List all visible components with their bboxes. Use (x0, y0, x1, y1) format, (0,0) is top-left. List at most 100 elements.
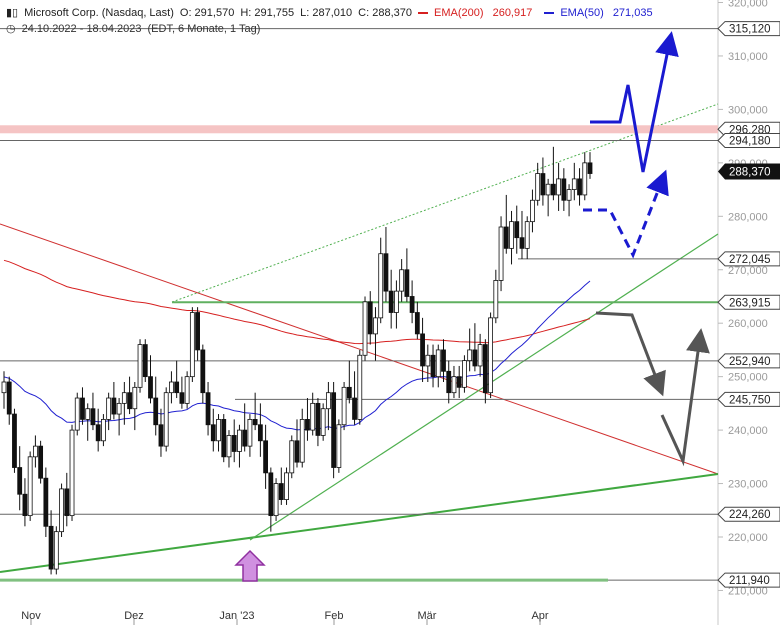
candle-body (404, 269, 410, 297)
candle-body (305, 419, 310, 431)
candle-body (237, 429, 242, 452)
candle-body (148, 376, 153, 399)
open-value: O: 291,570 (179, 7, 235, 19)
price-tag-label: 211,940 (729, 575, 770, 587)
price-level-tag: 263,915 (717, 294, 780, 310)
candle-body (284, 472, 289, 500)
ema50-line (3, 280, 591, 431)
candle-body (242, 429, 248, 447)
last-price-box (718, 163, 780, 180)
downtrend-line (0, 223, 719, 475)
price-tag-box (717, 294, 780, 310)
chart-header: ▮▯ Microsoft Corp. (Nasdaq, Last) O: 291,5… (6, 6, 665, 19)
date-range: 24.10.2022 - 18.04.2023 (21, 23, 142, 35)
alternative-scenario-arrow (583, 169, 669, 259)
candle-body (101, 419, 106, 442)
candle-body (451, 376, 457, 394)
candle-body (153, 397, 159, 426)
candle-body (53, 531, 59, 570)
price-tag-label: 315,120 (729, 24, 771, 36)
bearish-scenario-arrow (595, 311, 666, 397)
candle-body (399, 269, 405, 292)
candle-body (174, 381, 180, 394)
candle-body (488, 317, 493, 394)
long-uptrend-line (0, 473, 719, 573)
candle-body (367, 301, 373, 335)
candle-body (74, 397, 80, 431)
candle-body (331, 392, 337, 468)
y-axis: 320,000310,000300,000290,000280,000270,0… (717, 0, 768, 625)
candle-body (106, 397, 112, 420)
x-tick-label: Nov (21, 610, 41, 622)
candle-body (545, 183, 551, 196)
candle-body (535, 173, 541, 201)
candle-body (420, 333, 425, 367)
price-tag-box (717, 391, 780, 407)
candle-body (179, 392, 185, 404)
candle-body (352, 397, 357, 420)
candle-body (95, 424, 101, 442)
y-tick-label: 310,000 (728, 51, 768, 63)
candle-body (12, 413, 17, 468)
chart-subheader: ◷ 24.10.2022 - 18.04.2023 (EDT, 6 Monate, … (6, 22, 266, 35)
ema50-legend: EMA(50) 271,035 (544, 7, 658, 19)
price-tag-box (717, 506, 780, 522)
candle-body (69, 429, 75, 517)
candle-body (85, 408, 91, 420)
candle-body (462, 360, 467, 388)
candle-body (519, 237, 525, 249)
y-tick-label: 240,000 (728, 425, 768, 437)
candle-body (273, 483, 279, 517)
candle-body (163, 392, 169, 447)
y-tick-label: 230,000 (728, 479, 768, 491)
candle-body (137, 344, 143, 388)
candle-body (561, 178, 567, 201)
candle-body (446, 370, 452, 394)
candle-body (493, 280, 499, 319)
candle-body (336, 424, 342, 468)
candle-body (278, 483, 284, 500)
candle-body (111, 397, 117, 415)
candle-body (231, 435, 237, 452)
candle-body (477, 344, 483, 367)
candle-body (503, 226, 509, 249)
instrument-name: Microsoft Corp. (Nasdaq, Last) (24, 7, 174, 19)
candle-body (90, 408, 96, 426)
price-tag-box (717, 21, 780, 37)
price-tag-box (717, 572, 780, 588)
candle-body (226, 435, 232, 458)
candle-body (482, 344, 488, 394)
support-up-arrow-icon (234, 549, 266, 582)
candle-body (22, 493, 28, 517)
ema200-legend: EMA(200) 260,917 (417, 7, 538, 19)
candle-body (132, 386, 138, 410)
dotted-channel-line (171, 103, 719, 303)
price-tag-label: 245,750 (729, 394, 771, 406)
ema50-value: 271,035 (612, 7, 653, 19)
candle-body (263, 440, 269, 474)
price-tag-box (717, 133, 780, 149)
x-tick-label: Feb (325, 610, 344, 622)
price-tag-label: 294,180 (729, 136, 771, 148)
rebound-scenario-arrow (660, 328, 710, 467)
high-value: H: 291,755 (240, 7, 295, 19)
price-tag-label: 263,915 (729, 297, 771, 309)
candle-body (80, 397, 85, 420)
resistance-zone (0, 125, 718, 134)
candles (1, 146, 593, 575)
candle-body (64, 488, 70, 517)
candle-body (116, 402, 122, 415)
candle-body (509, 221, 514, 249)
price-level-tag: 315,120 (717, 21, 780, 37)
candle-body (310, 402, 316, 431)
candle-body (472, 349, 478, 367)
y-tick-label: 300,000 (728, 104, 768, 116)
y-tick-label: 250,000 (728, 372, 768, 384)
candle-body (357, 354, 363, 420)
candle-body (320, 408, 326, 436)
candle-body (32, 445, 38, 458)
x-tick-label: Dez (124, 610, 144, 622)
candle-body (257, 424, 263, 442)
candle-body (27, 456, 33, 517)
